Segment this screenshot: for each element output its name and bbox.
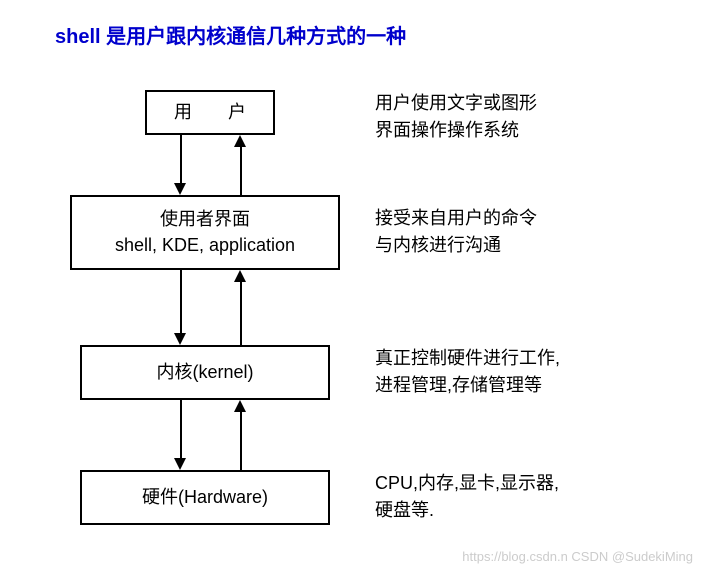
desc-interface-text: 接受来自用户的命令与内核进行沟通	[375, 208, 537, 255]
node-kernel-label: 内核(kernel)	[156, 360, 253, 385]
arrow-up-3-head	[234, 400, 246, 412]
desc-kernel: 真正控制硬件进行工作,进程管理,存储管理等	[375, 345, 560, 399]
node-interface-label2: shell, KDE, application	[115, 233, 295, 258]
node-user-label: 用 户	[174, 100, 246, 125]
node-kernel: 内核(kernel)	[80, 345, 330, 400]
desc-hardware-text: CPU,内存,显卡,显示器,硬盘等.	[375, 473, 559, 520]
node-hardware: 硬件(Hardware)	[80, 470, 330, 525]
arrow-down-2	[180, 270, 182, 333]
desc-user-text: 用户使用文字或图形界面操作操作系统	[375, 93, 537, 140]
arrow-up-3	[240, 412, 242, 470]
arrow-down-3	[180, 400, 182, 458]
desc-hardware: CPU,内存,显卡,显示器,硬盘等.	[375, 470, 559, 524]
desc-kernel-text: 真正控制硬件进行工作,进程管理,存储管理等	[375, 348, 560, 395]
desc-user: 用户使用文字或图形界面操作操作系统	[375, 90, 537, 144]
arrow-up-1-head	[234, 135, 246, 147]
diagram-container: 用 户 用户使用文字或图形界面操作操作系统 使用者界面 shell, KDE, …	[40, 70, 680, 560]
arrow-down-1	[180, 135, 182, 183]
arrow-up-2	[240, 282, 242, 345]
arrow-down-3-head	[174, 458, 186, 470]
arrow-down-1-head	[174, 183, 186, 195]
page-title: shell 是用户跟内核通信几种方式的一种	[55, 20, 406, 49]
node-user: 用 户	[145, 90, 275, 135]
desc-interface: 接受来自用户的命令与内核进行沟通	[375, 205, 537, 259]
arrow-down-2-head	[174, 333, 186, 345]
node-hardware-label: 硬件(Hardware)	[142, 485, 268, 510]
arrow-up-2-head	[234, 270, 246, 282]
node-interface: 使用者界面 shell, KDE, application	[70, 195, 340, 270]
node-interface-label1: 使用者界面	[160, 207, 250, 232]
arrow-up-1	[240, 147, 242, 195]
watermark: https://blog.csdn.n CSDN @SudekiMing	[462, 549, 693, 564]
